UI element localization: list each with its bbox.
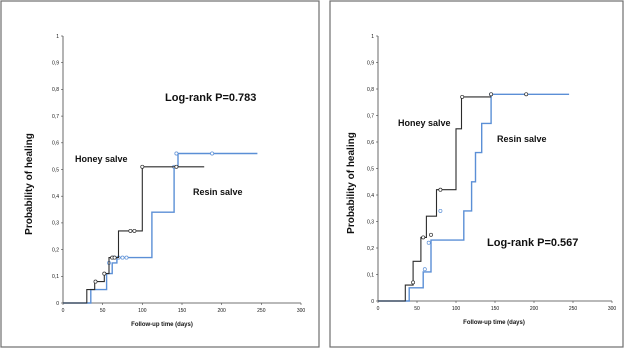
x-tick-label: 300 bbox=[608, 306, 617, 312]
x-tick-label: 150 bbox=[178, 308, 187, 314]
censor-mark-resin bbox=[426, 240, 431, 245]
censor-mark-honey bbox=[140, 164, 145, 169]
x-tick-label: 50 bbox=[414, 306, 420, 312]
y-tick-label: 0,3 bbox=[52, 221, 59, 227]
censor-mark-honey bbox=[429, 232, 433, 237]
y-tick-label: 0,7 bbox=[52, 114, 59, 120]
legend-label-honey: Honey salve bbox=[75, 154, 128, 164]
km-curve-resin bbox=[378, 93, 570, 302]
y-tick-label: 0,8 bbox=[52, 87, 59, 93]
log-rank-annotation: Log-rank P=0.783 bbox=[165, 92, 256, 104]
censor-mark-resin bbox=[124, 255, 129, 260]
x-tick-label: 200 bbox=[217, 308, 226, 314]
censor-mark-honey bbox=[411, 280, 416, 285]
plot-area: 0 0,1 0,2 0,3 0,4 0,5 0,6 0,7 0,8 0,9 1 0 50 100 150 20… bbox=[367, 34, 616, 312]
censor-mark-honey bbox=[132, 228, 137, 233]
y-tick-label: 0,2 bbox=[52, 247, 59, 253]
legend-label-resin: Resin salve bbox=[193, 187, 243, 197]
y-tick-label: 0,4 bbox=[52, 194, 59, 200]
plot-area: 0 0,1 0,2 0,3 0,4 0,5 0,6 0,7 0,8 0,9 1 0 50 100 150 20… bbox=[52, 34, 305, 314]
censor-mark-honey bbox=[421, 235, 426, 240]
y-tick-label: 0,6 bbox=[367, 140, 374, 146]
y-tick-label: 1 bbox=[371, 34, 374, 40]
y-tick-label: 0,9 bbox=[367, 60, 374, 66]
x-tick-label: 150 bbox=[491, 306, 500, 312]
x-tick-label: 250 bbox=[257, 308, 266, 314]
y-tick-label: 0 bbox=[371, 299, 374, 305]
x-tick-label: 0 bbox=[377, 306, 380, 312]
censor-mark-honey bbox=[112, 255, 117, 260]
y-tick-label: 0,5 bbox=[367, 166, 374, 172]
y-tick-label: 0,1 bbox=[52, 274, 59, 280]
x-tick-label: 100 bbox=[452, 306, 461, 312]
censor-mark-honey bbox=[524, 92, 529, 97]
x-tick-label: 0 bbox=[62, 308, 65, 314]
panel-frame bbox=[329, 0, 624, 348]
censor-mark-honey bbox=[93, 279, 98, 284]
y-tick-label: 0,3 bbox=[367, 219, 374, 225]
km-curve-honey bbox=[63, 166, 205, 304]
censor-mark-honey bbox=[128, 228, 133, 233]
censor-mark-resin bbox=[174, 151, 179, 156]
censor-mark-honey bbox=[438, 187, 443, 192]
chart-panel-right: Probability of healing Follow-up time (d… bbox=[329, 0, 624, 348]
censor-mark-resin bbox=[438, 208, 443, 213]
y-axis-title: Probability of healing bbox=[346, 132, 357, 234]
y-axis-title: Probability of healing bbox=[24, 133, 35, 235]
censor-mark-resin bbox=[422, 267, 427, 272]
y-tick-label: 0,9 bbox=[52, 61, 59, 67]
y-tick-label: 0,2 bbox=[367, 246, 374, 252]
censor-mark-resin bbox=[120, 255, 125, 260]
panel-frame bbox=[0, 0, 320, 348]
censor-mark-resin bbox=[210, 151, 215, 156]
y-tick-label: 0,1 bbox=[367, 272, 374, 278]
log-rank-annotation: Log-rank P=0.567 bbox=[487, 237, 578, 249]
x-axis-title: Follow-up time (days) bbox=[463, 320, 525, 326]
legend-label-resin: Resin salve bbox=[497, 134, 547, 144]
km-curve-honey bbox=[378, 96, 492, 302]
y-tick-label: 0 bbox=[56, 301, 59, 307]
x-tick-label: 100 bbox=[138, 308, 147, 314]
x-axis-title: Follow-up time (days) bbox=[131, 322, 193, 328]
x-tick-label: 300 bbox=[297, 308, 306, 314]
x-tick-label: 200 bbox=[530, 306, 539, 312]
y-tick-label: 1 bbox=[56, 34, 59, 40]
y-tick-label: 0,8 bbox=[367, 87, 374, 93]
legend-label-honey: Honey salve bbox=[398, 118, 451, 128]
censor-mark-honey bbox=[460, 94, 465, 99]
censor-mark-honey bbox=[489, 92, 494, 97]
censor-mark-honey bbox=[102, 271, 107, 276]
chart-panel-left: Probability of healing Follow-up time (d… bbox=[0, 0, 320, 348]
x-tick-label: 50 bbox=[100, 308, 106, 314]
censor-mark-honey bbox=[174, 164, 179, 169]
x-tick-label: 250 bbox=[569, 306, 578, 312]
y-tick-label: 0,7 bbox=[367, 113, 374, 119]
y-tick-label: 0,6 bbox=[52, 141, 59, 147]
y-tick-label: 0,5 bbox=[52, 167, 59, 173]
y-tick-label: 0,4 bbox=[367, 193, 374, 199]
